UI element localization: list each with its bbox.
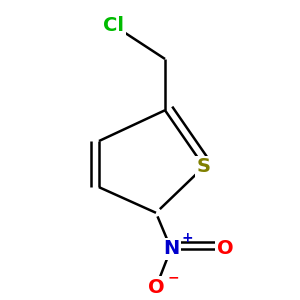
Text: N: N	[163, 239, 179, 258]
Text: +: +	[182, 232, 193, 245]
Text: S: S	[197, 157, 211, 176]
Text: O: O	[148, 278, 164, 297]
Text: O: O	[217, 239, 233, 258]
Text: Cl: Cl	[103, 16, 124, 35]
Text: −: −	[168, 270, 179, 284]
